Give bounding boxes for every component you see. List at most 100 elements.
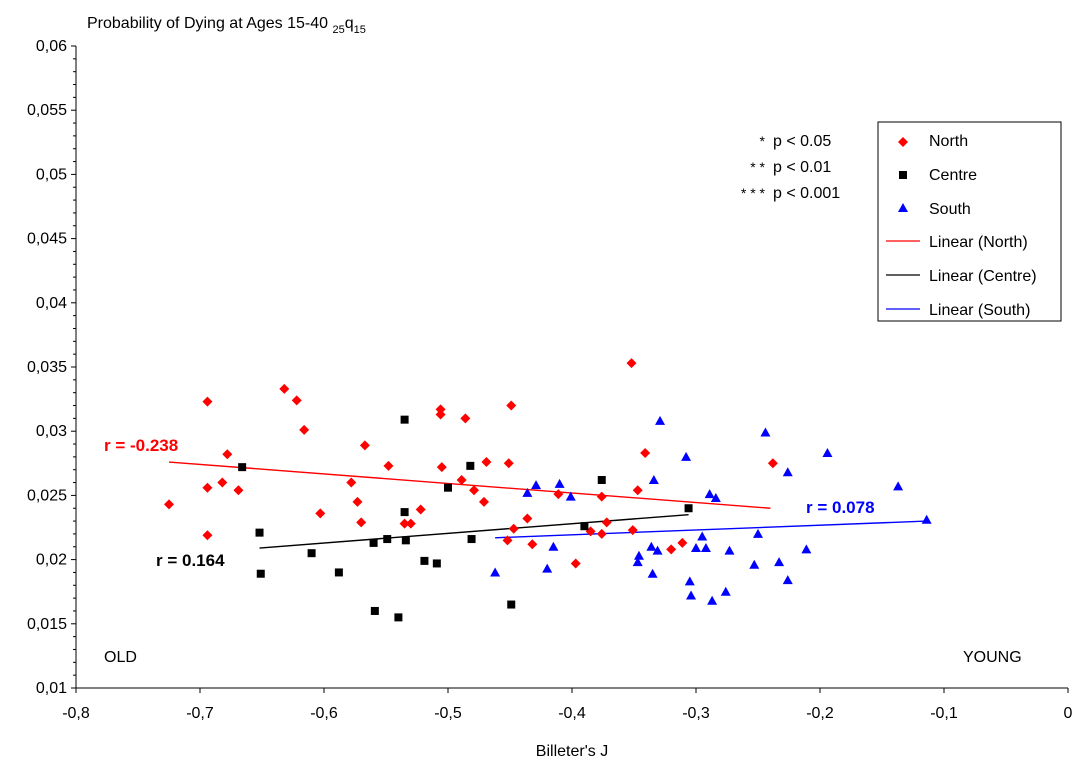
data-point-south [782,467,793,477]
data-point-centre [597,475,606,484]
legend-item-centre: Centre [929,167,977,184]
data-point-north [164,499,174,510]
data-point-north [596,491,607,502]
x-tick-label: -0,4 [558,705,586,722]
data-point-centre [383,535,392,544]
data-point-south [655,415,666,425]
data-point-south [822,448,833,458]
data-point-centre [400,508,409,517]
x-tick-label: -0,8 [62,705,90,722]
legend-item-linear-south: Linear (South) [929,302,1030,319]
chart-title: Probability of Dying at Ages 15-40 25q15 [87,15,366,36]
data-point-centre [256,569,265,578]
data-point-south [647,568,658,578]
data-point-centre [432,559,441,568]
y-tick-label: 0,02 [36,552,67,569]
data-point-north [553,489,564,500]
data-point-south [760,427,771,437]
data-point-south [652,545,663,555]
data-point-centre [466,461,475,470]
legend-item-linear-centre: Linear (Centre) [929,268,1037,285]
data-point-north [506,400,517,411]
data-point-north [640,448,651,459]
data-point-north [666,544,677,555]
y-tick-label: 0,04 [36,295,67,312]
data-point-north [399,518,410,529]
legend-marker-south [898,203,908,212]
data-point-centre [401,536,410,545]
data-point-south [632,557,643,567]
data-point-north [299,424,310,435]
data-point-north [435,404,446,415]
trendline-linear-centre [259,513,689,549]
data-point-north [359,440,370,451]
data-point-south [648,474,659,484]
data-point-south [921,514,932,524]
data-point-north [481,457,492,468]
data-point-south [774,557,785,567]
y-ticks: 0,01 0,015 0,02 0,025 0,03 0,035 0,04 0,045 0,05… [27,38,76,697]
data-point-north [233,485,244,496]
data-point-south [531,480,542,490]
x-tick-label: -0,5 [434,705,462,722]
data-point-south [801,544,812,554]
data-point-north [222,449,233,460]
data-point-centre [400,415,409,424]
data-point-south [542,563,553,573]
data-point-south [548,541,559,551]
data-point-north [478,496,489,507]
x-ticks: -0,8 -0,7 -0,6 -0,5 -0,4 -0,3 -0,2 -0,1 0 [62,688,1073,722]
data-point-north [315,508,326,519]
chart-title-q: q [345,15,354,32]
x-axis-label: Billeter's J [536,743,608,760]
sig-label-3: p < 0.001 [773,185,840,202]
r-label-north: r = -0.238 [104,436,178,455]
data-point-north [217,477,228,488]
data-point-south [522,487,533,497]
young-label: YOUNG [963,649,1022,666]
data-point-south [724,545,735,555]
y-tick-label: 0,035 [27,359,67,376]
data-point-north [352,496,363,507]
data-point-north [469,485,480,496]
data-point-south [782,575,793,585]
data-point-north [291,395,302,406]
data-point-centre [238,463,247,472]
legend-box [877,121,1062,322]
data-points [164,358,932,622]
data-point-north [632,485,643,496]
chart-title-sub2: 15 [354,24,366,36]
data-point-north [202,482,213,493]
data-point-south [710,492,721,502]
sig-stars-1: * [760,133,766,149]
data-point-centre [420,556,429,565]
x-tick-label: -0,2 [806,705,834,722]
data-point-south [704,489,715,499]
y-tick-label: 0,045 [27,231,67,248]
sig-stars-3: * * * [741,185,766,201]
data-point-centre [334,568,343,577]
legend-item-north: North [929,133,968,150]
data-point-centre [394,613,403,622]
data-point-south [554,478,565,488]
data-point-centre [369,538,378,547]
data-point-north [677,537,688,548]
data-point-centre [467,535,476,544]
x-tick-label: -0,7 [186,705,214,722]
data-point-centre [580,522,589,531]
x-tick-label: -0,3 [682,705,710,722]
data-point-south [753,528,763,538]
x-tick-label: -0,6 [310,705,338,722]
data-point-north [596,528,607,539]
data-point-north [767,458,778,469]
data-point-centre [507,600,516,609]
y-tick-label: 0,06 [36,38,67,55]
data-point-south [691,543,701,553]
data-point-centre [370,606,379,615]
data-point-north [626,358,637,369]
data-point-south [646,541,657,551]
data-point-north [436,462,447,473]
legend-item-south: South [929,201,971,218]
y-tick-label: 0,055 [27,102,67,119]
